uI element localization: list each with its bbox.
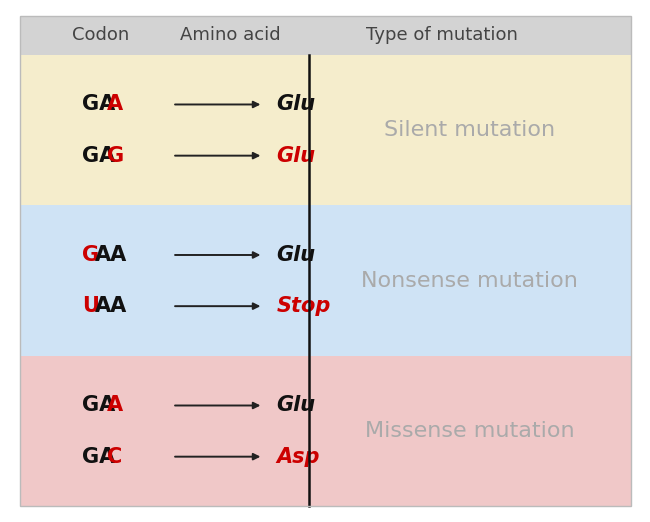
Text: C: C	[107, 447, 122, 467]
Text: GA: GA	[82, 146, 116, 165]
Text: Silent mutation: Silent mutation	[384, 120, 555, 140]
Text: GA: GA	[82, 94, 116, 114]
Text: GA: GA	[82, 396, 116, 416]
Text: U: U	[82, 296, 99, 316]
Text: Asp: Asp	[276, 447, 320, 467]
Bar	[20, 356, 630, 506]
Text: Amino acid: Amino acid	[181, 26, 281, 44]
Bar	[20, 55, 630, 205]
Text: Glu: Glu	[276, 94, 315, 114]
Text: Missense mutation: Missense mutation	[365, 421, 575, 441]
Text: A: A	[107, 396, 123, 416]
Bar	[20, 205, 630, 356]
Text: AA: AA	[95, 296, 127, 316]
Text: A: A	[107, 94, 123, 114]
Text: AA: AA	[95, 245, 127, 265]
Text: G: G	[82, 245, 99, 265]
Text: Codon: Codon	[72, 26, 129, 44]
Text: Glu: Glu	[276, 146, 315, 165]
Text: Glu: Glu	[276, 245, 315, 265]
Text: G: G	[107, 146, 124, 165]
Text: Glu: Glu	[276, 396, 315, 416]
Text: Type of mutation: Type of mutation	[366, 26, 518, 44]
Text: Nonsense mutation: Nonsense mutation	[361, 270, 578, 291]
Bar	[20, 16, 630, 55]
Text: Stop: Stop	[276, 296, 331, 316]
Text: GA: GA	[82, 447, 116, 467]
